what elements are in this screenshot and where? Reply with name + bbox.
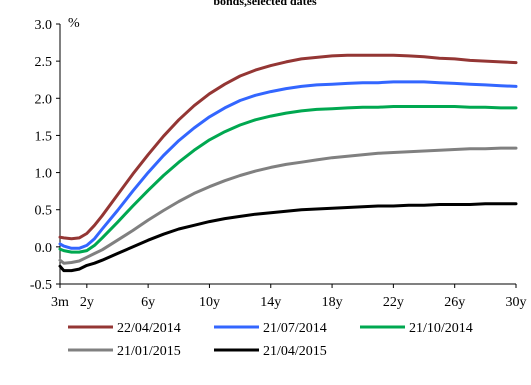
x-tick-label: 22y	[383, 295, 404, 310]
y-tick-label: 3.0	[35, 18, 53, 33]
series-line	[58, 80, 518, 250]
x-tick-label: 6y	[141, 295, 155, 310]
x-tick-label: 3m	[51, 295, 69, 310]
series-line	[58, 146, 518, 265]
x-tick-label: 26y	[444, 295, 465, 310]
series-line	[58, 53, 518, 241]
chart-title: bonds,selected dates	[213, 0, 317, 8]
legend-label: 21/01/2015	[117, 344, 181, 359]
y-tick-label: 1.5	[35, 129, 53, 144]
legend-label: 21/04/2015	[263, 344, 327, 359]
y-tick-label: 1.0	[35, 167, 53, 182]
y-tick-label: -0.5	[30, 278, 52, 293]
y-axis: -0.5 0.0 0.5 1.0 1.5 2.0 2.5 3.0	[30, 18, 61, 293]
legend: 22/04/2014 21/07/2014 21/10/2014 21/01/2015…	[68, 321, 473, 359]
y-tick-label: 0.0	[35, 241, 53, 256]
x-tick-label: 30y	[506, 295, 527, 310]
y-axis-label: %	[68, 16, 80, 31]
x-axis: 3m 2y 6y 10y 14y 18y 22y 26y 30y	[51, 283, 527, 310]
x-tick-label: 18y	[322, 295, 343, 310]
legend-label: 22/04/2014	[117, 321, 181, 336]
series-lines	[58, 53, 518, 273]
series-line	[58, 202, 518, 273]
legend-label: 21/07/2014	[263, 321, 327, 336]
x-tick-label: 10y	[199, 295, 220, 310]
y-tick-label: 2.5	[35, 55, 53, 70]
y-tick-label: 2.0	[35, 92, 53, 107]
legend-label: 21/10/2014	[409, 321, 473, 336]
x-tick-label: 2y	[80, 295, 94, 310]
y-tick-label: 0.5	[35, 204, 53, 219]
series-line	[58, 105, 518, 254]
x-tick-label: 14y	[260, 295, 281, 310]
